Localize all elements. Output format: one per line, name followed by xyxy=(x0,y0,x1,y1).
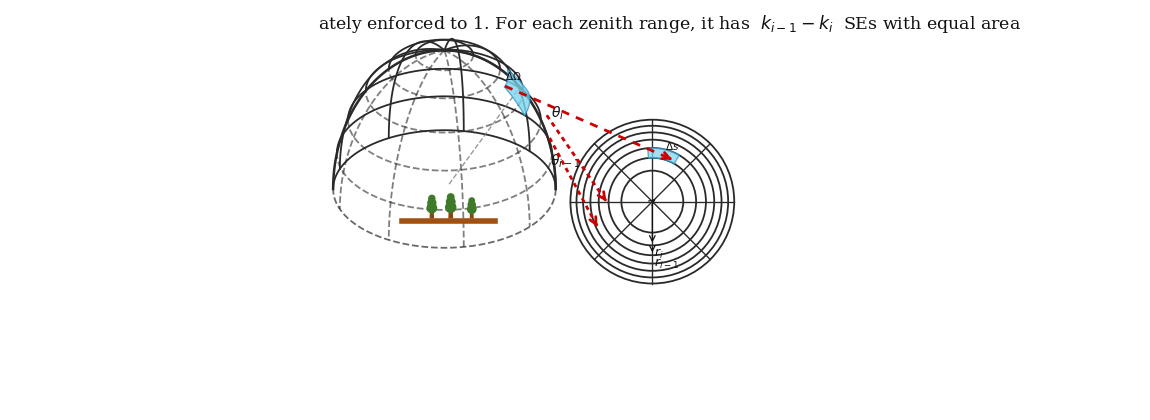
Text: $\theta_{i-1}$: $\theta_{i-1}$ xyxy=(550,152,580,170)
Text: $r_{i-1}$: $r_{i-1}$ xyxy=(654,257,680,270)
Circle shape xyxy=(446,202,455,213)
Circle shape xyxy=(468,201,475,208)
Polygon shape xyxy=(448,70,530,181)
Polygon shape xyxy=(469,210,474,218)
Polygon shape xyxy=(448,208,453,218)
Polygon shape xyxy=(430,209,434,218)
Circle shape xyxy=(427,203,437,213)
Circle shape xyxy=(469,198,475,203)
Polygon shape xyxy=(647,148,680,164)
Circle shape xyxy=(468,205,476,213)
Text: ately enforced to 1. For each zenith range, it has  $k_{i-1} - k_i$  SEs with eq: ately enforced to 1. For each zenith ran… xyxy=(319,13,1021,34)
Circle shape xyxy=(429,195,435,202)
Circle shape xyxy=(446,198,455,206)
Circle shape xyxy=(428,199,436,207)
Text: $\theta_i$: $\theta_i$ xyxy=(551,105,565,122)
Text: $r_i$: $r_i$ xyxy=(654,247,664,261)
Polygon shape xyxy=(444,70,530,189)
Text: $\Delta s$: $\Delta s$ xyxy=(665,140,680,152)
Text: $\Delta\Omega$: $\Delta\Omega$ xyxy=(505,71,521,82)
Polygon shape xyxy=(505,70,530,116)
Circle shape xyxy=(447,194,454,200)
